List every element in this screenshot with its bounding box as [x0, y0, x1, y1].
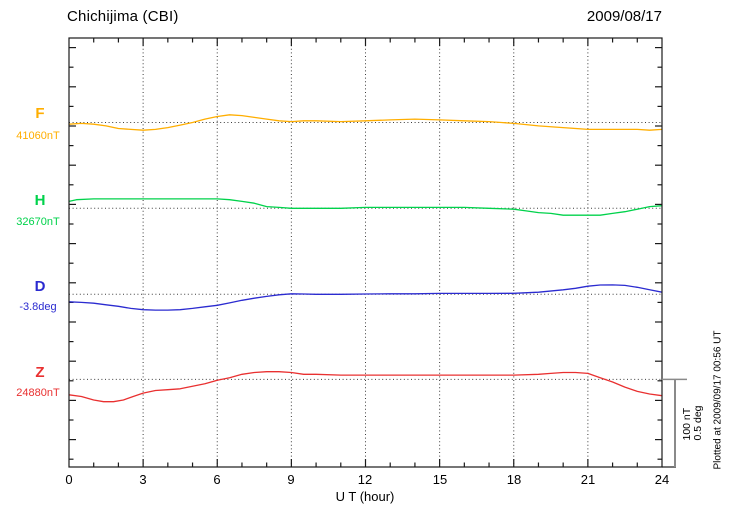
x-tick-12: 12 [357, 472, 373, 487]
trace-value-d: -3.8deg [19, 301, 57, 313]
trace-label-f: F [35, 105, 45, 122]
x-tick-3: 3 [139, 472, 147, 487]
x-tick-9: 9 [287, 472, 295, 487]
plotted-at-note: Plotted at 2009/09/17 00:56 UT [712, 330, 724, 470]
trace-label-z: Z [35, 364, 45, 381]
x-tick-18: 18 [506, 472, 522, 487]
x-tick-15: 15 [432, 472, 448, 487]
trace-label-d: D [34, 278, 46, 295]
x-tick-21: 21 [580, 472, 596, 487]
trace-value-h: 32670nT [16, 216, 60, 228]
x-tick-6: 6 [213, 472, 221, 487]
x-axis-title: U T (hour) [335, 489, 395, 504]
trace-value-f: 41060nT [16, 130, 60, 142]
plot-date: 2009/08/17 [586, 8, 662, 25]
trace-value-z: 24880nT [16, 387, 60, 399]
x-tick-24: 24 [654, 472, 670, 487]
scalebar-label-deg: 0.5 deg [692, 405, 704, 441]
station-title: Chichijima (CBI) [67, 8, 179, 25]
scalebar-label: 100 nT 0.5 deg [681, 405, 704, 441]
trace-label-h: H [34, 192, 46, 209]
x-tick-0: 0 [65, 472, 73, 487]
